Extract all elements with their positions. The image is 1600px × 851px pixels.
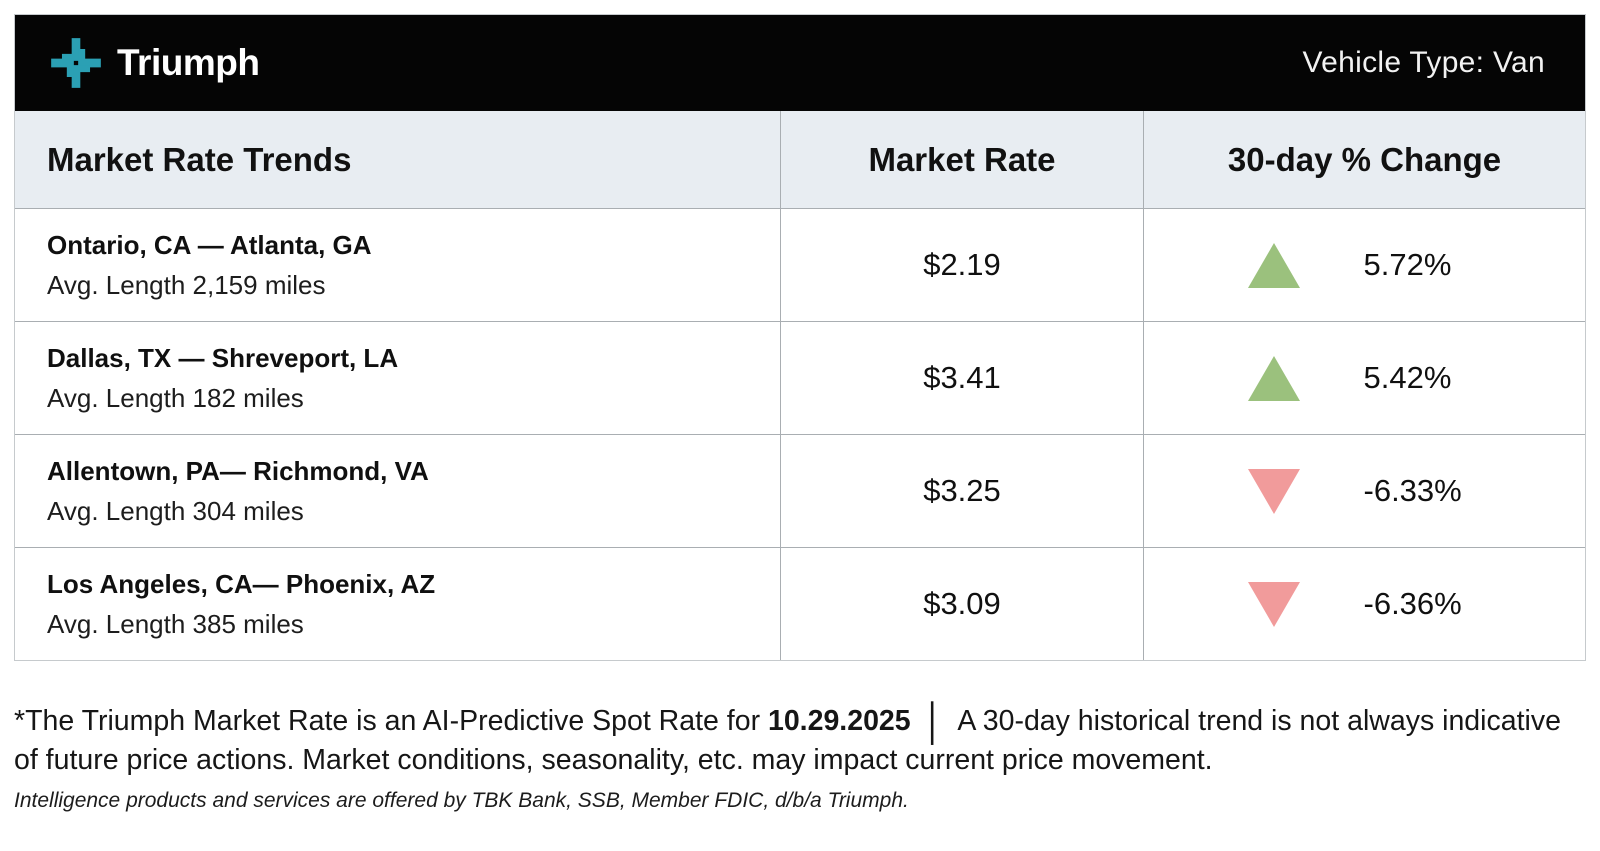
- lane-name: Ontario, CA — Atlanta, GA: [47, 230, 372, 260]
- market-rate-table: Market Rate Trends Market Rate 30-day % …: [15, 111, 1585, 660]
- market-rate-value: $2.19: [780, 209, 1143, 321]
- table-row: Dallas, TX — Shreveport, LA Avg. Length …: [15, 321, 1585, 434]
- change-value: 5.42%: [1363, 360, 1452, 395]
- footnote-date: 10.29.2025: [767, 705, 911, 737]
- lane-avg-length: Avg. Length 385 miles: [47, 609, 304, 639]
- vehicle-type-label: Vehicle Type: Van: [1302, 46, 1545, 79]
- footnote-prefix: *The Triumph Market Rate is an AI-Predic…: [14, 705, 768, 737]
- lane-avg-length: Avg. Length 2,159 miles: [47, 270, 326, 300]
- footnote-text: *The Triumph Market Rate is an AI-Predic…: [14, 702, 1586, 780]
- lane-name: Los Angeles, CA— Phoenix, AZ: [47, 569, 436, 599]
- lane-name: Allentown, PA— Richmond, VA: [47, 456, 429, 486]
- lane-avg-length: Avg. Length 304 miles: [47, 496, 304, 526]
- change-cell: -6.36%: [1143, 548, 1585, 660]
- trend-up-icon: [1247, 242, 1300, 288]
- trend-up-icon: [1247, 355, 1300, 401]
- table-row: Allentown, PA— Richmond, VA Avg. Length …: [15, 434, 1585, 547]
- trend-down-icon: [1247, 468, 1300, 514]
- brand-band: Triumph Vehicle Type: Van: [15, 15, 1585, 111]
- change-cell: -6.33%: [1143, 435, 1585, 547]
- fdic-disclaimer: Intelligence products and services are o…: [14, 789, 909, 812]
- footnote-separator: │: [922, 701, 946, 742]
- table-row: Ontario, CA — Atlanta, GA Avg. Length 2,…: [15, 208, 1585, 321]
- lane-cell: Los Angeles, CA— Phoenix, AZ Avg. Length…: [15, 548, 780, 660]
- column-header-trends: Market Rate Trends: [47, 140, 352, 178]
- lane-name: Dallas, TX — Shreveport, LA: [47, 343, 399, 373]
- footnote-suffix: A 30-day historical trend is not always …: [14, 705, 1561, 776]
- trend-down-icon: [1247, 581, 1300, 627]
- column-header-rate: Market Rate: [780, 111, 1143, 208]
- change-cell: 5.72%: [1143, 209, 1585, 321]
- change-value: -6.33%: [1363, 473, 1462, 508]
- triumph-cross-icon: [51, 38, 101, 88]
- column-header-change: 30-day % Change: [1143, 111, 1585, 208]
- market-rate-value: $3.25: [780, 435, 1143, 547]
- table-row: Los Angeles, CA— Phoenix, AZ Avg. Length…: [15, 547, 1585, 660]
- change-cell: 5.42%: [1143, 322, 1585, 434]
- market-rate-value: $3.09: [780, 548, 1143, 660]
- market-rate-card: Triumph Vehicle Type: Van Market Rate Tr…: [14, 14, 1586, 661]
- lane-cell: Allentown, PA— Richmond, VA Avg. Length …: [15, 435, 780, 547]
- change-value: -6.36%: [1363, 586, 1462, 621]
- brand-lockup: Triumph: [49, 36, 260, 90]
- table-header-row: Market Rate Trends Market Rate 30-day % …: [15, 111, 1585, 208]
- lane-cell: Ontario, CA — Atlanta, GA Avg. Length 2,…: [15, 209, 780, 321]
- change-value: 5.72%: [1363, 247, 1452, 282]
- lane-cell: Dallas, TX — Shreveport, LA Avg. Length …: [15, 322, 780, 434]
- market-rate-value: $3.41: [780, 322, 1143, 434]
- lane-avg-length: Avg. Length 182 miles: [47, 383, 304, 413]
- brand-name: Triumph: [117, 42, 260, 83]
